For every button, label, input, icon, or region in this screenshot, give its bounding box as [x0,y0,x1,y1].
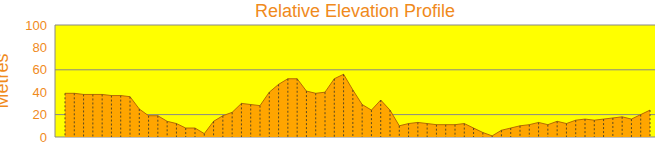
svg-text:0: 0 [40,130,47,145]
html-text:Relative Elevation Profile: Relative Elevation Profile [254,1,455,21]
svg-text:Metres: Metres [8,53,12,108]
svg-text:60: 60 [33,62,47,77]
svg-text:80: 80 [33,40,47,55]
svg-text:20: 20 [33,107,47,122]
svg-text:100: 100 [25,18,47,33]
svg-text:40: 40 [33,85,47,100]
